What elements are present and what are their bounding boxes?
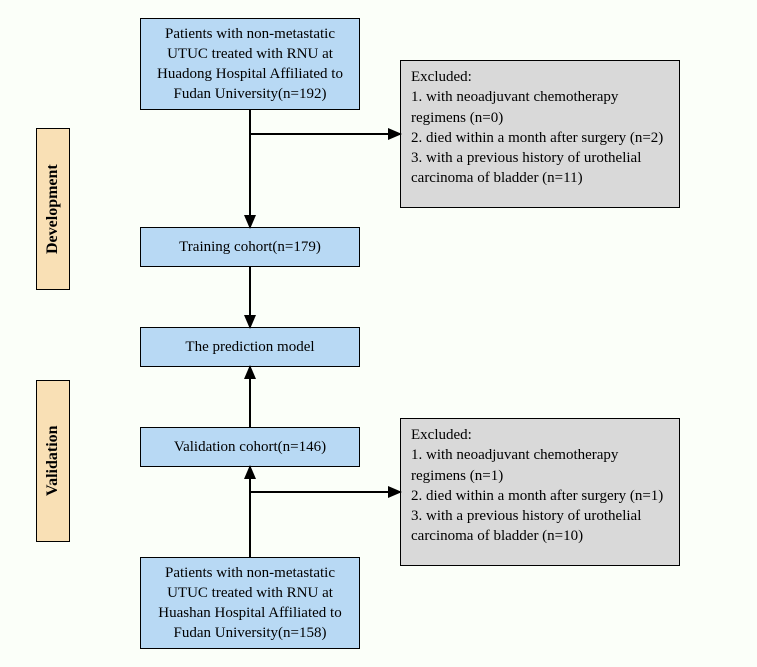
box-prediction-model: The prediction model <box>140 327 360 367</box>
box-val-excluded: Excluded: 1. with neoadjuvant chemothera… <box>400 418 680 566</box>
box-dev-excluded: Excluded: 1. with neoadjuvant chemothera… <box>400 60 680 208</box>
phase-label-validation: Validation <box>36 380 70 542</box>
box-validation-cohort: Validation cohort(n=146) <box>140 427 360 467</box>
box-training-cohort: Training cohort(n=179) <box>140 227 360 267</box>
box-dev-source: Patients with non-metastatic UTUC treate… <box>140 18 360 110</box>
phase-label-development: Development <box>36 128 70 290</box>
box-val-source: Patients with non-metastatic UTUC treate… <box>140 557 360 649</box>
